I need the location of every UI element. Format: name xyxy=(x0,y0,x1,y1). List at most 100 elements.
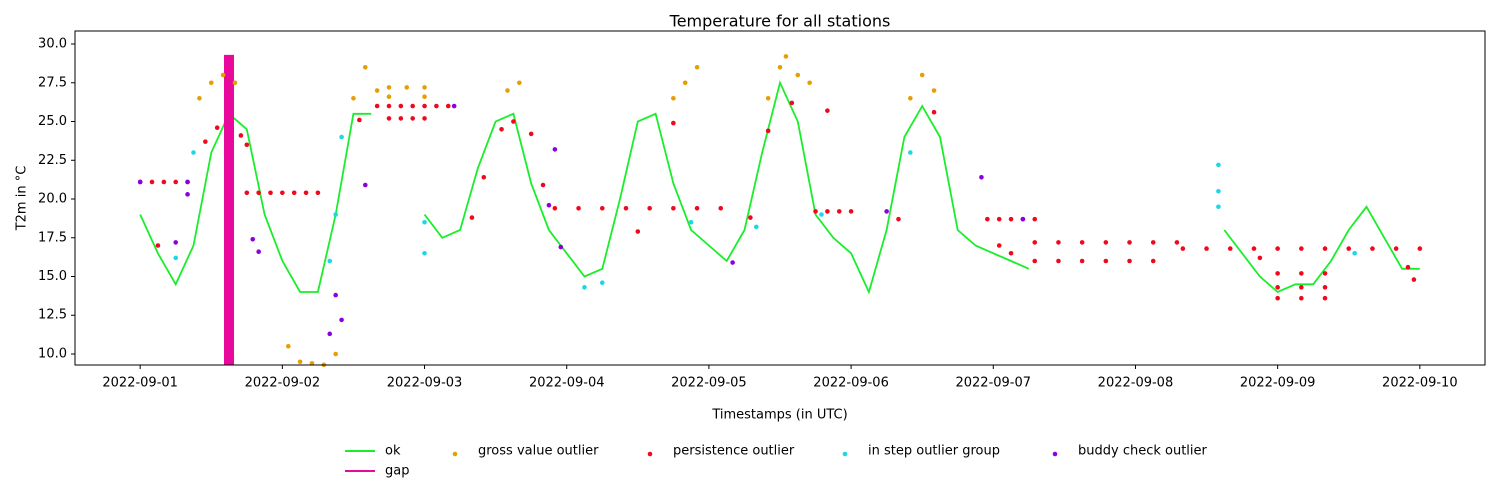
outlier-point xyxy=(1322,271,1328,276)
x-axis-label: Timestamps (in UTC) xyxy=(711,408,847,423)
outlier-point xyxy=(185,192,190,197)
outlier-point xyxy=(996,216,1002,222)
y-tick-label: 25.0 xyxy=(38,114,67,129)
outlier-point xyxy=(754,224,759,230)
outlier-point xyxy=(1352,250,1357,256)
outlier-point xyxy=(410,103,415,109)
outlier-point xyxy=(647,206,652,211)
outlier-point xyxy=(896,216,901,222)
outlier-point xyxy=(327,331,333,337)
outlier-point xyxy=(1275,246,1280,251)
outlier-point xyxy=(339,317,344,323)
outlier-point xyxy=(599,206,605,211)
outlier-point xyxy=(789,100,795,106)
outlier-point xyxy=(1405,264,1411,270)
outlier-point xyxy=(582,285,587,290)
y-tick-label: 17.5 xyxy=(38,230,67,245)
outlier-point xyxy=(137,179,143,185)
outlier-point xyxy=(451,103,457,109)
outlier-point xyxy=(623,206,629,211)
outlier-point xyxy=(546,202,552,208)
x-tick-label: 2022-09-02 xyxy=(245,376,321,391)
x-tick-label: 2022-09-04 xyxy=(529,376,605,391)
outlier-point xyxy=(1299,246,1304,251)
outlier-point xyxy=(688,219,694,225)
plot-area xyxy=(137,54,1423,368)
outlier-point xyxy=(1180,246,1186,251)
outlier-point xyxy=(1393,246,1399,251)
outlier-point xyxy=(671,95,676,101)
outlier-point xyxy=(635,229,641,234)
outlier-point xyxy=(445,103,451,109)
outlier-point xyxy=(517,80,522,86)
outlier-point xyxy=(256,190,261,196)
outlier-point xyxy=(1257,255,1263,261)
outlier-point xyxy=(505,88,510,93)
outlier-point xyxy=(1174,240,1180,245)
outlier-point xyxy=(155,243,161,248)
y-tick-label: 15.0 xyxy=(38,269,67,284)
outlier-point xyxy=(540,182,546,188)
outlier-point xyxy=(309,360,315,366)
outlier-point xyxy=(552,147,558,152)
outlier-point xyxy=(795,72,801,78)
outlier-point xyxy=(203,139,208,144)
x-tick-label: 2022-09-01 xyxy=(102,376,178,391)
x-tick-label: 2022-09-06 xyxy=(813,376,889,391)
outlier-point xyxy=(291,190,297,196)
outlier-point xyxy=(1008,250,1014,256)
outlier-point xyxy=(386,116,392,121)
outlier-point xyxy=(1227,246,1233,251)
outlier-point xyxy=(351,95,356,101)
outlier-point xyxy=(919,72,925,78)
outlier-point xyxy=(718,206,724,211)
outlier-point xyxy=(825,108,830,113)
axes-frame xyxy=(74,30,1486,366)
outlier-point xyxy=(315,190,321,196)
outlier-point xyxy=(238,133,244,138)
y-tick-label: 27.5 xyxy=(38,75,67,90)
outlier-point xyxy=(422,85,427,90)
outlier-point xyxy=(1103,240,1109,245)
outlier-point xyxy=(220,72,226,78)
outlier-point xyxy=(979,175,984,180)
outlier-point xyxy=(848,209,854,214)
y-tick-label: 30.0 xyxy=(38,37,67,52)
outlier-point xyxy=(1322,285,1328,290)
outlier-point xyxy=(1322,246,1328,251)
outlier-point xyxy=(285,343,291,349)
outlier-point xyxy=(1251,246,1257,251)
outlier-point xyxy=(161,179,167,185)
outlier-point xyxy=(208,80,214,86)
outlier-point xyxy=(884,209,889,214)
outlier-point xyxy=(528,131,534,137)
outlier-point xyxy=(1216,162,1221,168)
outlier-point xyxy=(250,237,256,242)
chart-title: Temperature for all stations xyxy=(669,12,891,31)
outlier-point xyxy=(511,119,516,124)
outlier-point xyxy=(422,250,427,256)
outlier-point xyxy=(173,240,179,245)
outlier-point xyxy=(173,179,179,185)
outlier-point xyxy=(256,249,261,255)
outlier-point xyxy=(694,206,700,211)
outlier-point xyxy=(410,116,415,121)
outlier-point xyxy=(333,212,338,217)
legend-label: buddy check outlier xyxy=(1078,444,1208,459)
outlier-point xyxy=(197,95,202,101)
outlier-point xyxy=(1275,285,1280,290)
outlier-point xyxy=(819,212,824,217)
legend-swatch xyxy=(842,451,848,457)
outlier-point xyxy=(280,190,285,196)
x-tick-label: 2022-09-08 xyxy=(1098,376,1174,391)
outlier-point xyxy=(357,117,362,123)
outlier-point xyxy=(985,216,990,222)
outlier-point xyxy=(1150,240,1156,245)
outlier-point xyxy=(1204,246,1209,251)
outlier-point xyxy=(374,103,380,109)
legend-label: in step outlier group xyxy=(868,444,1000,459)
y-axis-label: T2m in °C xyxy=(15,166,30,232)
outlier-point xyxy=(297,359,303,365)
outlier-point xyxy=(1032,258,1038,264)
outlier-point xyxy=(1370,246,1375,251)
